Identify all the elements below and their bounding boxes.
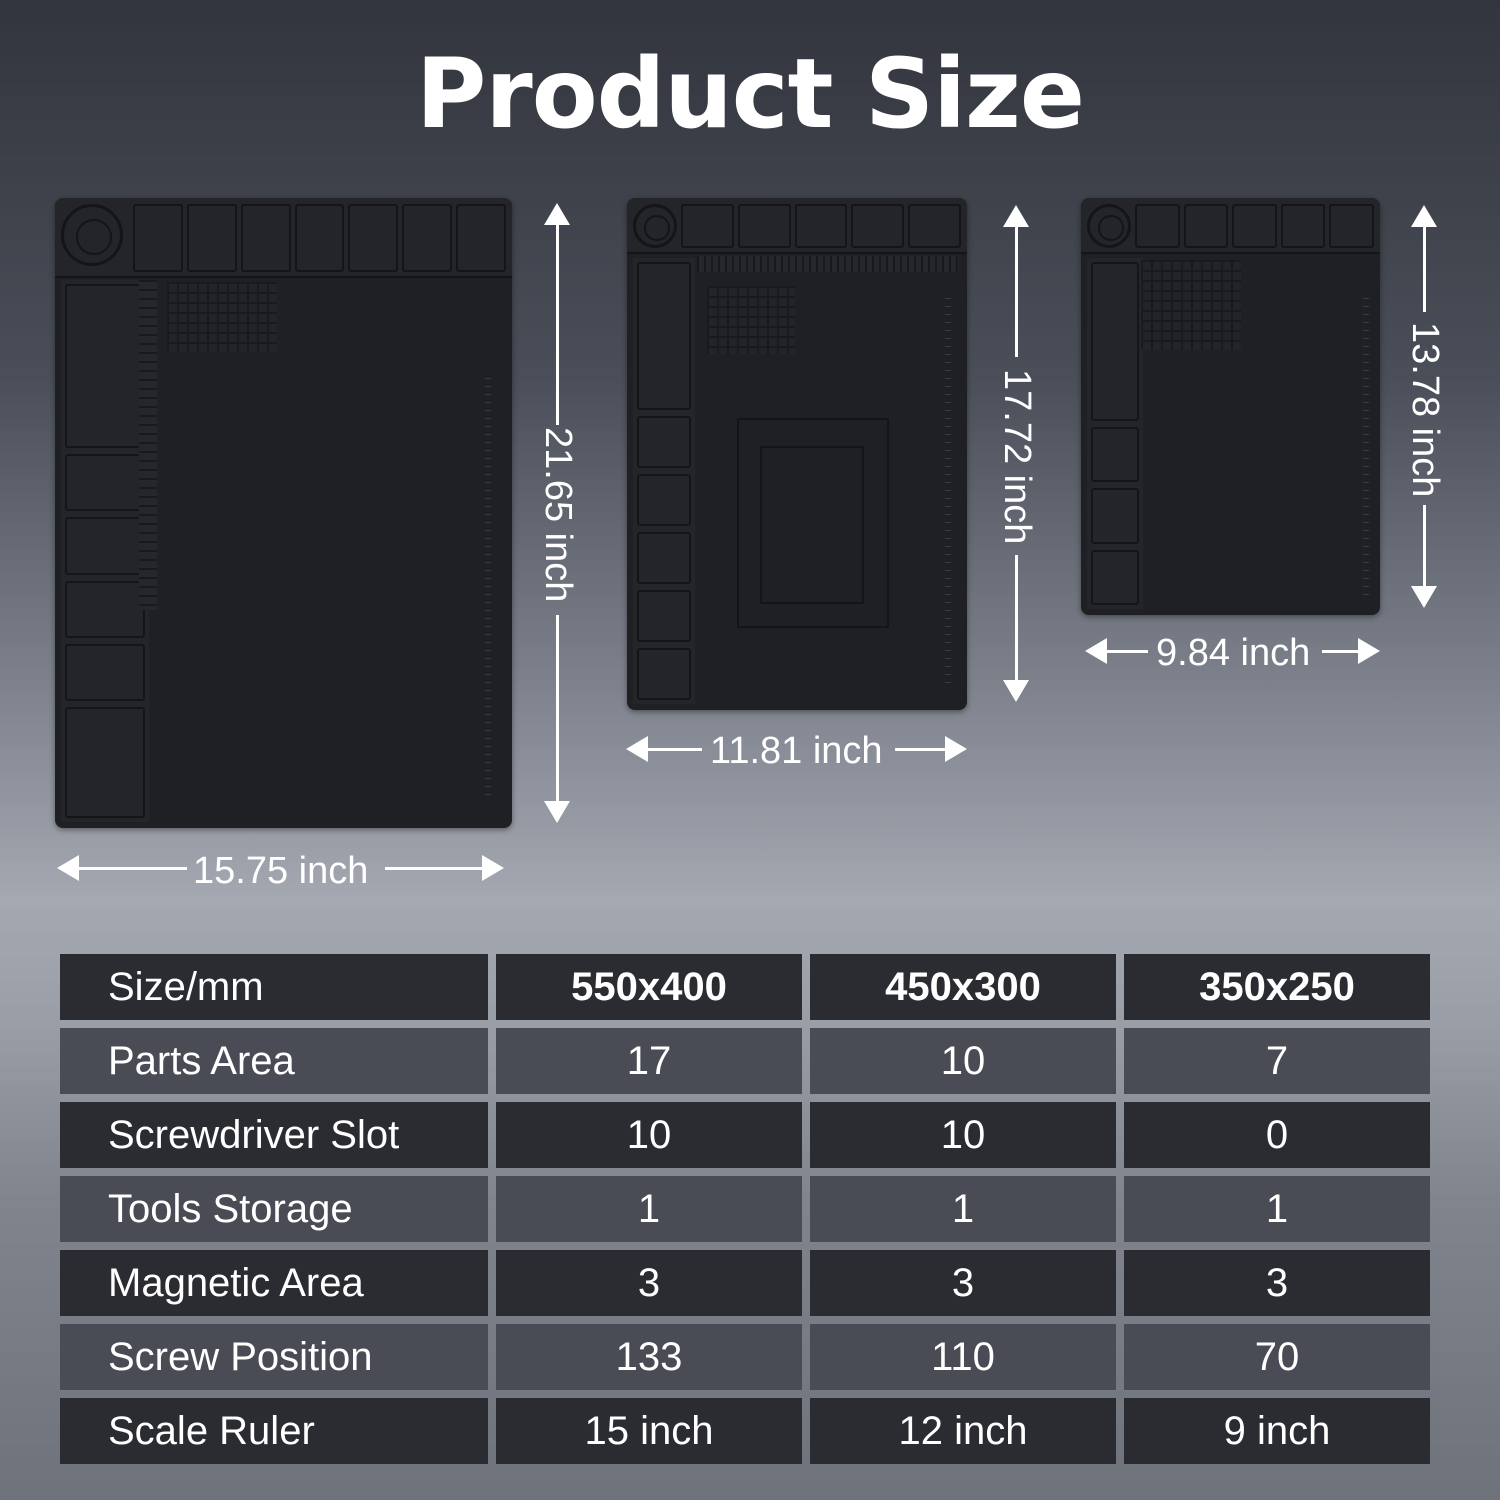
table-row: Parts Area 17 10 7 (60, 1028, 1430, 1094)
height-arrow-small (1423, 212, 1426, 312)
arrowhead-icon (1085, 638, 1107, 664)
arrowhead-icon (1358, 638, 1380, 664)
arrowhead-icon (1411, 586, 1437, 608)
arrowhead-icon (1003, 205, 1029, 227)
large-mat-image (55, 198, 512, 828)
arrowhead-icon (544, 203, 570, 225)
arrowhead-icon (626, 736, 648, 762)
width-arrow-large (62, 867, 187, 870)
height-label-small: 13.78 inch (1404, 322, 1446, 498)
medium-mat-image (627, 198, 967, 710)
table-row: Screwdriver Slot 10 10 0 (60, 1102, 1430, 1168)
ring-holder-icon (61, 204, 123, 266)
height-arrow-large (556, 210, 559, 425)
height-arrow-medium (1015, 212, 1018, 357)
small-mat-image (1081, 198, 1380, 615)
ring-holder-icon (633, 204, 677, 248)
width-label-medium: 11.81 inch (710, 730, 883, 772)
spec-table: Size/mm 550x400 450x300 350x250 Parts Ar… (52, 946, 1438, 1472)
arrowhead-icon (544, 801, 570, 823)
arrowhead-icon (945, 736, 967, 762)
width-arrow-medium (632, 748, 702, 751)
arrowhead-icon (1003, 680, 1029, 702)
arrowhead-icon (482, 855, 504, 881)
height-label-medium: 17.72 inch (996, 369, 1038, 545)
page-title: Product Size (416, 38, 1085, 150)
arrowhead-icon (57, 855, 79, 881)
ring-holder-icon (1087, 204, 1131, 248)
width-arrow-small (1090, 650, 1148, 653)
table-header-row: Size/mm 550x400 450x300 350x250 (60, 954, 1430, 1020)
table-row: Tools Storage 1 1 1 (60, 1176, 1430, 1242)
table-row: Scale Ruler 15 inch 12 inch 9 inch (60, 1398, 1430, 1464)
width-label-large: 15.75 inch (193, 850, 369, 892)
width-label-small: 9.84 inch (1156, 632, 1311, 674)
arrowhead-icon (1411, 205, 1437, 227)
table-row: Screw Position 133 110 70 (60, 1324, 1430, 1390)
table-row: Magnetic Area 3 3 3 (60, 1250, 1430, 1316)
height-label-large: 21.65 inch (537, 427, 579, 603)
